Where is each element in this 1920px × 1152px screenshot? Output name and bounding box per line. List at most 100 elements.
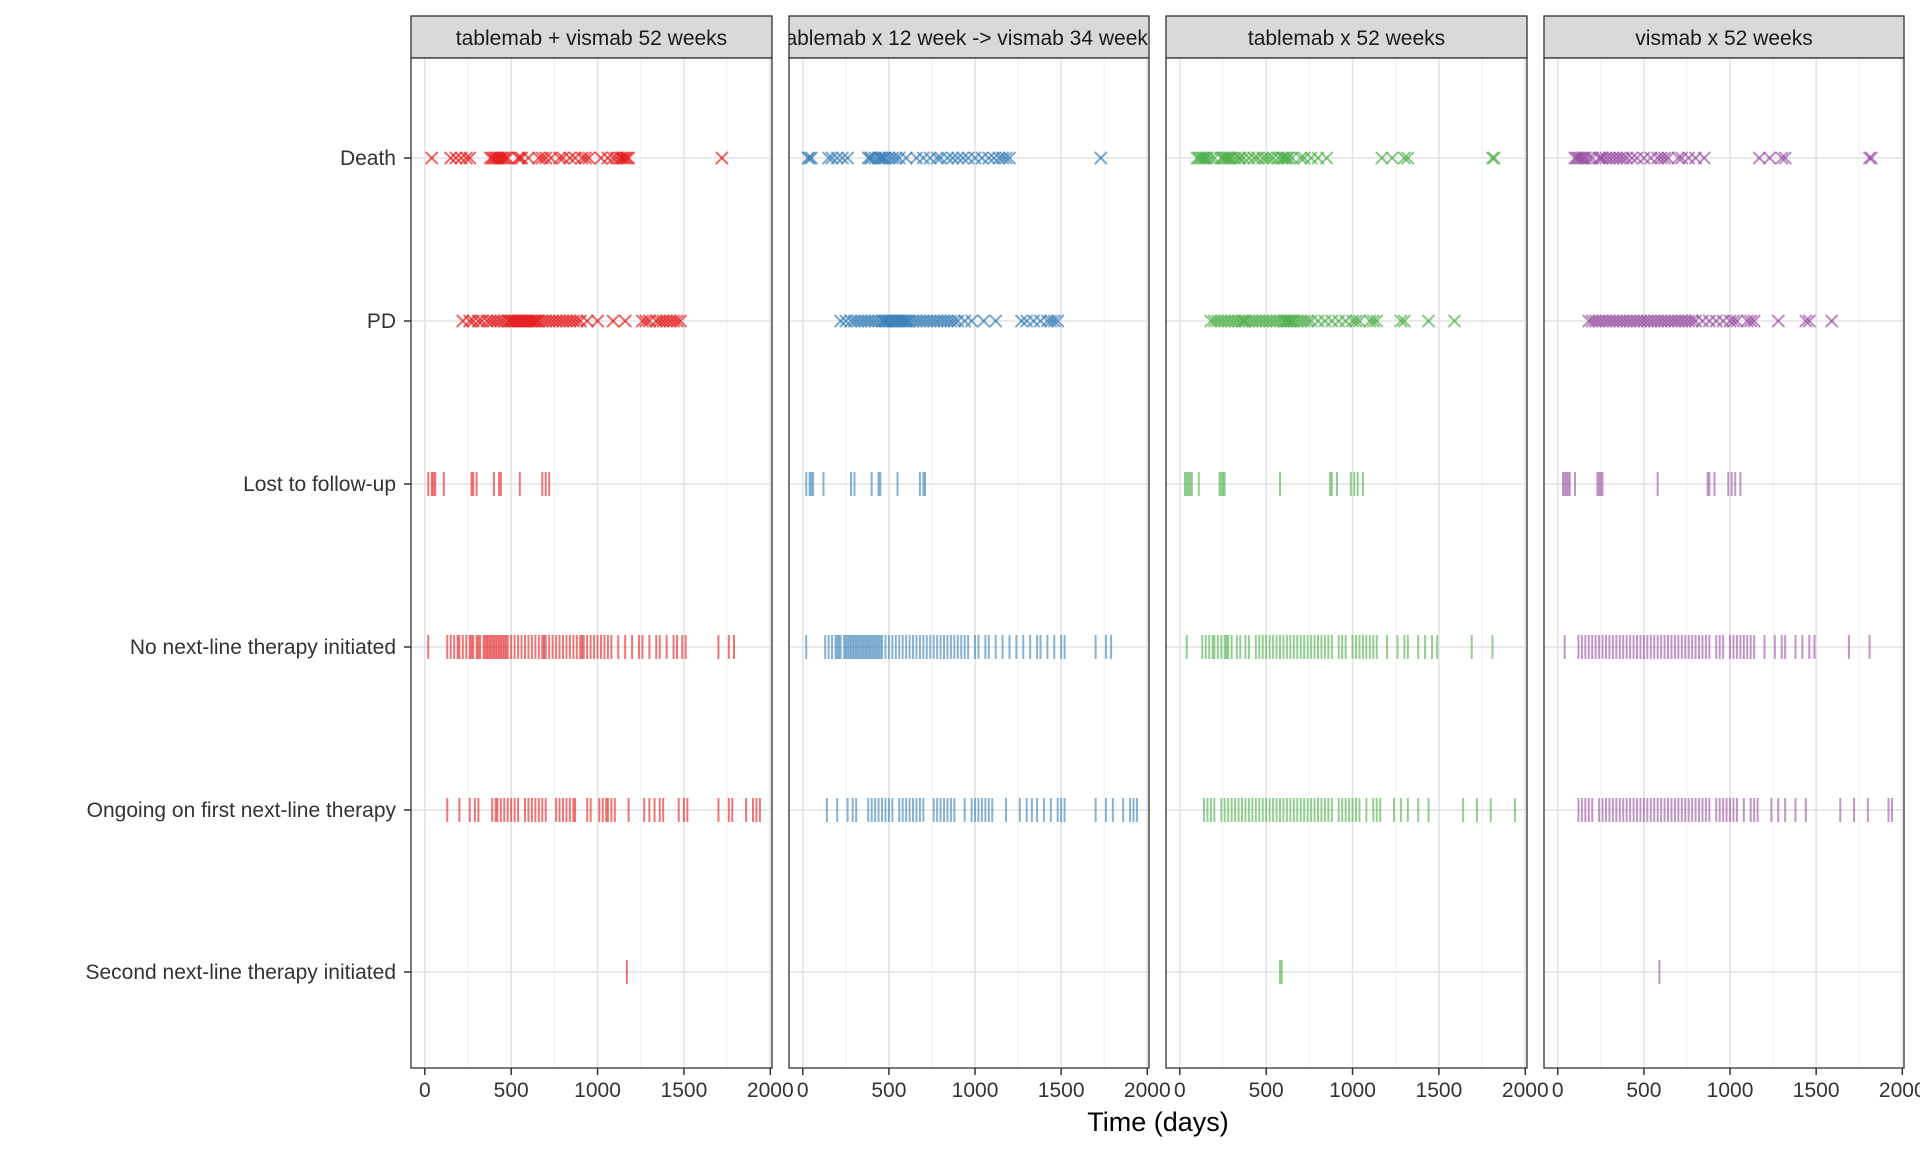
x-tick-label: 1000 <box>574 1079 621 1102</box>
x-axis-title: Time (days) <box>1087 1107 1229 1137</box>
x-tick-label: 500 <box>871 1079 906 1102</box>
event-marker-x <box>1685 314 1699 328</box>
x-tick-label: 2000 <box>1502 1079 1549 1102</box>
panel-background <box>411 58 772 1068</box>
facet-strip-label: tablemab x 52 weeks <box>1248 27 1445 50</box>
event-marker-x <box>841 151 855 165</box>
event-marker-x <box>1864 151 1878 165</box>
event-marker-x <box>834 314 848 328</box>
event-marker-x <box>951 151 965 165</box>
x-tick-label: 1500 <box>1793 1079 1840 1102</box>
x-tick-label: 1500 <box>1038 1079 1085 1102</box>
event-marker-x <box>1661 151 1675 165</box>
event-marker-x <box>1047 314 1061 328</box>
event-marker-x <box>1771 314 1785 328</box>
event-marker-x <box>1620 151 1634 165</box>
event-marker-x <box>1485 151 1499 165</box>
event-marker-x <box>496 151 510 165</box>
event-marker-x <box>956 151 970 165</box>
event-marker-x <box>570 314 584 328</box>
event-marker-x <box>801 151 815 165</box>
panel-border <box>788 57 1150 1069</box>
y-tick-label-death: Death <box>340 147 396 170</box>
event-marker-x <box>989 314 1003 328</box>
x-tick-label: 2000 <box>1879 1079 1920 1102</box>
event-marker-x <box>899 151 913 165</box>
event-marker-x <box>1422 314 1436 328</box>
y-axis: Death PD Lost to follow-up No next-line the… <box>85 147 411 984</box>
event-marker-x <box>1752 151 1766 165</box>
event-marker-x <box>591 314 605 328</box>
event-marker-x <box>670 314 684 328</box>
event-marker-x <box>539 151 553 165</box>
event-marker-x <box>622 151 636 165</box>
event-marker-x <box>946 151 960 165</box>
event-marker-x <box>1747 314 1761 328</box>
event-marker-x <box>1232 151 1246 165</box>
event-marker-x <box>1697 151 1711 165</box>
event-marker-x <box>616 151 630 165</box>
event-marker-x <box>673 314 687 328</box>
event-marker-x <box>463 151 477 165</box>
event-marker-x <box>1726 314 1740 328</box>
facet-panel-tablemab-x-12-week-vismab-34-weeks: tablemab x 12 week -> vismab 34 weeks 0 50… <box>788 15 1171 1102</box>
event-marker-x <box>1582 151 1596 165</box>
event-marker-x <box>1730 314 1744 328</box>
event-marker-x <box>1744 314 1758 328</box>
event-marker-x <box>1349 314 1363 328</box>
event-marker-x <box>715 151 729 165</box>
panel-background <box>1544 58 1904 1068</box>
panel-border <box>410 57 773 1069</box>
x-tick-label: 1000 <box>1329 1079 1376 1102</box>
y-tick-label-lost-to-follow-up: Lost to follow-up <box>243 473 396 496</box>
event-marker-x <box>1778 151 1792 165</box>
event-marker-x <box>1487 151 1501 165</box>
event-marker-x <box>1863 151 1877 165</box>
event-marker-x <box>618 314 632 328</box>
x-tick-label: 1500 <box>1416 1079 1463 1102</box>
event-marker-x <box>1015 314 1029 328</box>
facet-strip-label: vismab x 52 weeks <box>1635 27 1812 50</box>
x-tick-label: 2000 <box>1124 1079 1171 1102</box>
event-marker-x <box>1366 314 1380 328</box>
x-tick-label: 500 <box>494 1079 529 1102</box>
event-marker-x <box>1671 151 1685 165</box>
event-marker-x <box>1002 151 1016 165</box>
event-marker-x <box>639 314 653 328</box>
event-marker-x <box>930 151 944 165</box>
x-tick-label: 1500 <box>661 1079 708 1102</box>
event-marker-x <box>459 151 473 165</box>
panel-border <box>1165 57 1528 1069</box>
event-marker-x <box>965 314 979 328</box>
event-marker-x <box>1763 151 1777 165</box>
event-marker-x <box>1370 314 1384 328</box>
event-marker-x <box>1301 314 1315 328</box>
event-marker-x <box>1802 314 1816 328</box>
event-marker-x <box>606 314 620 328</box>
facet-panel-tablemab-vismab-52-weeks: tablemab + vismab 52 weeks 0 500 1000 1500 20… <box>410 15 794 1102</box>
event-marker-x <box>501 151 515 165</box>
y-tick-label-pd: PD <box>367 310 396 333</box>
event-marker-x <box>582 151 596 165</box>
facet-panels: tablemab + vismab 52 weeks 0 500 1000 1500 20… <box>410 15 1920 1102</box>
event-marker-x <box>835 151 849 165</box>
x-tick-label: 500 <box>1249 1079 1284 1102</box>
event-marker-x <box>982 151 996 165</box>
x-tick-label: 1000 <box>952 1079 999 1102</box>
event-marker-x <box>1775 151 1789 165</box>
y-tick-label-no-next-line-therapy-initiated: No next-line therapy initiated <box>130 636 396 659</box>
event-marker-x <box>618 151 632 165</box>
event-marker-x <box>1094 151 1108 165</box>
event-marker-x <box>830 151 844 165</box>
facet-strip <box>1165 15 1528 59</box>
x-tick-label: 500 <box>1626 1079 1661 1102</box>
facet-panel-tablemab-x-52-weeks: tablemab x 52 weeks 0 500 1000 1500 2000 <box>1165 15 1549 1102</box>
event-marker-x <box>1401 151 1415 165</box>
event-marker-x <box>511 151 525 165</box>
event-marker-x <box>940 151 954 165</box>
event-marker-x <box>521 151 535 165</box>
event-marker-x <box>999 151 1013 165</box>
x-tick-label: 0 <box>1552 1079 1564 1102</box>
event-marker-x <box>977 314 991 328</box>
event-marker-x <box>803 151 817 165</box>
